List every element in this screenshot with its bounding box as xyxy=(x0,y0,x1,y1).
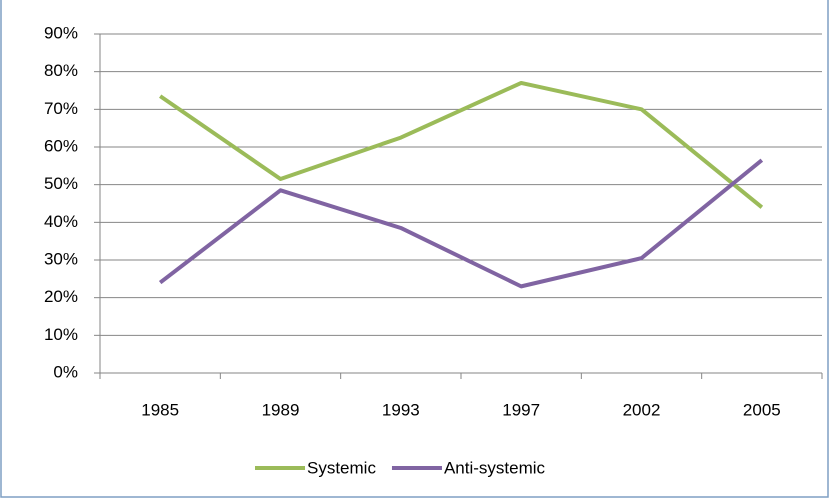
legend-label: Anti-systemic xyxy=(444,458,546,477)
series-line xyxy=(159,80,764,209)
y-tick-label: 0% xyxy=(53,362,78,381)
y-tick-label: 70% xyxy=(44,99,78,118)
x-tick-label: 1985 xyxy=(141,400,179,419)
y-tick-label: 10% xyxy=(44,325,78,344)
x-tick-label: 1989 xyxy=(262,400,300,419)
x-tick-label: 2002 xyxy=(623,400,661,419)
y-tick-label: 90% xyxy=(44,23,78,42)
y-tick-label: 60% xyxy=(44,136,78,155)
x-tick-label: 1993 xyxy=(382,400,420,419)
x-tick-label: 2005 xyxy=(743,400,781,419)
y-tick-label: 20% xyxy=(44,287,78,306)
legend-label: Systemic xyxy=(307,458,376,477)
series-line xyxy=(158,158,764,289)
y-tick-label: 40% xyxy=(44,212,78,231)
x-tick-label: 1997 xyxy=(502,400,540,419)
y-tick-label: 50% xyxy=(44,174,78,193)
y-tick-label: 80% xyxy=(44,61,78,80)
y-tick-label: 30% xyxy=(44,249,78,268)
